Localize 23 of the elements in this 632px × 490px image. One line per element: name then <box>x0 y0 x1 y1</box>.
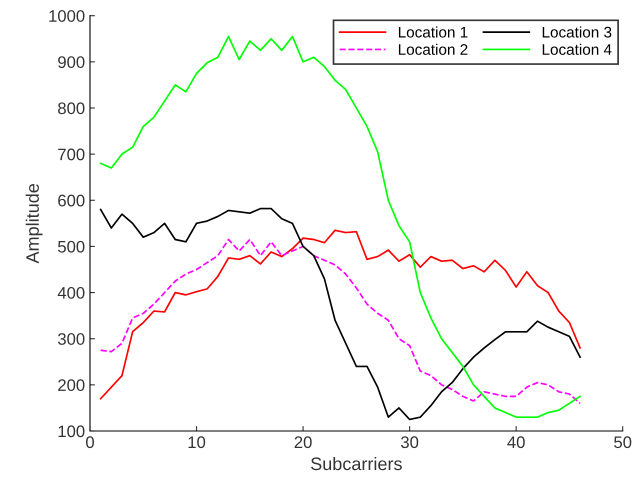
y-tick-label: 800 <box>58 102 84 114</box>
legend-label: Location 2 <box>398 44 468 55</box>
x-tick-label: 10 <box>188 436 206 448</box>
line-series <box>100 208 581 420</box>
x-axis-title: Subcarriers <box>311 456 402 470</box>
y-tick-label: 700 <box>58 148 84 160</box>
y-tick-label: 1000 <box>49 10 84 22</box>
y-tick-label: 300 <box>58 333 84 345</box>
x-tick-label: 30 <box>400 436 418 448</box>
legend-label: Location 3 <box>542 26 612 38</box>
y-tick-label: 100 <box>58 425 84 438</box>
y-axis-title: Amplitude <box>26 184 43 264</box>
legend-label: Location 4 <box>542 44 612 55</box>
y-tick-label: 400 <box>58 286 84 299</box>
y-tick-label: 900 <box>58 56 84 68</box>
x-tick-label: 20 <box>294 436 312 448</box>
legend-label: Location 1 <box>398 26 468 38</box>
x-tick-label: 40 <box>507 436 525 448</box>
x-tick-label: 0 <box>86 436 94 448</box>
y-tick-label: 500 <box>58 240 84 253</box>
y-tick-label: 600 <box>58 194 84 206</box>
y-tick-label: 200 <box>58 379 84 392</box>
x-tick-label: 50 <box>614 436 632 448</box>
